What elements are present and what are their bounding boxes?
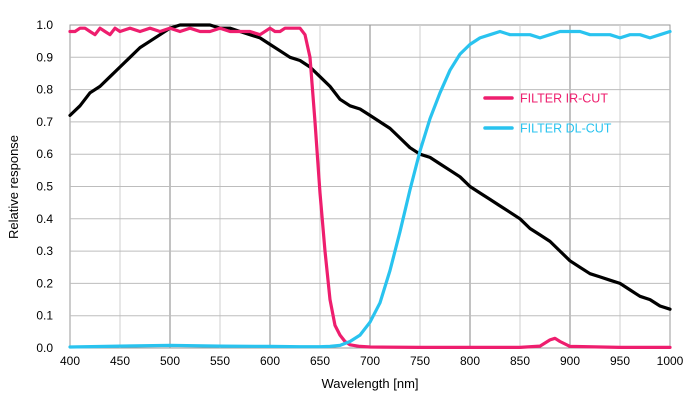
x-tick-labels: 400 450 500 550 600 650 700 750 800 850 900 950 1000	[60, 354, 684, 368]
x-tick-label: 500	[160, 354, 180, 368]
y-tick-label: 0.7	[36, 115, 53, 129]
x-tick-label: 650	[310, 354, 330, 368]
y-tick-label: 1.0	[36, 18, 53, 32]
y-tick-label: 0.9	[36, 50, 53, 64]
y-tick-label: 0.0	[36, 341, 53, 355]
x-tick-label: 850	[510, 354, 530, 368]
y-tick-label: 0.4	[36, 212, 53, 226]
y-tick-labels: 0.0 0.1 0.2 0.3 0.4 0.5 0.6 0.7 0.8 0.9 1.0	[36, 18, 53, 355]
series-line-filter-dl-cut	[68, 29, 672, 349]
x-tick-label: 400	[60, 354, 80, 368]
legend: FILTER IR-CUT FILTER DL-CUT	[483, 92, 612, 136]
x-tick-label: 550	[210, 354, 230, 368]
y-tick-label: 0.5	[36, 180, 53, 194]
x-tick-label: 600	[260, 354, 280, 368]
x-tick-label: 800	[460, 354, 480, 368]
x-tick-label: 750	[410, 354, 430, 368]
x-tick-label: 700	[360, 354, 380, 368]
legend-label: FILTER IR-CUT	[520, 92, 608, 106]
y-axis-label: Relative response	[6, 135, 21, 239]
y-tick-label: 0.6	[36, 147, 53, 161]
x-tick-label: 450	[110, 354, 130, 368]
x-tick-label: 900	[560, 354, 580, 368]
x-tick-label: 950	[610, 354, 630, 368]
y-tick-label: 0.1	[36, 309, 53, 323]
y-tick-label: 0.2	[36, 276, 53, 290]
grid-lines	[69, 24, 671, 349]
y-tick-label: 0.8	[36, 83, 53, 97]
series-line-filter-ir-cut	[68, 26, 672, 349]
legend-label: FILTER DL-CUT	[520, 122, 612, 136]
series-layer	[68, 23, 672, 349]
x-axis-label: Wavelength [nm]	[321, 376, 418, 391]
x-tick-label: 1000	[657, 354, 684, 368]
y-tick-label: 0.3	[36, 244, 53, 258]
